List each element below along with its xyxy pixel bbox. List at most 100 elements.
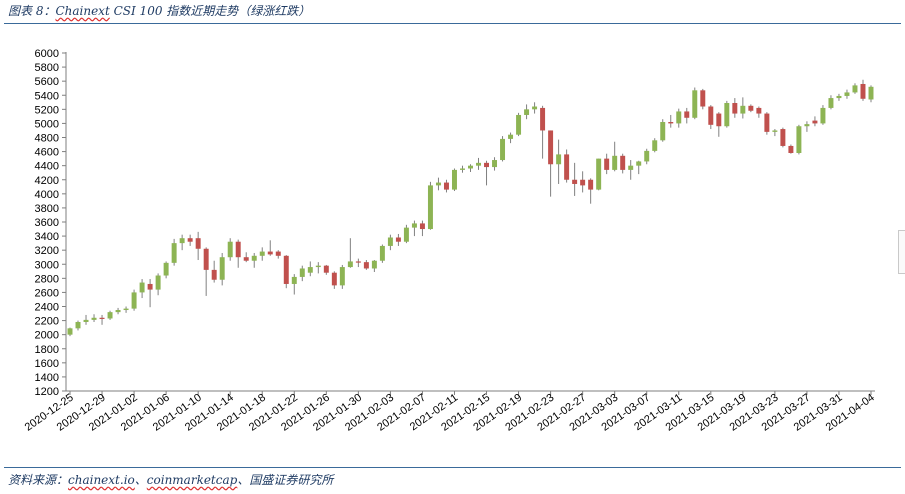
- y-tick-label: 6000: [35, 48, 59, 60]
- candle-body-up: [692, 90, 698, 118]
- y-tick-label: 3400: [35, 231, 59, 243]
- candle-body-up: [427, 185, 433, 230]
- candle-body-down: [203, 248, 209, 270]
- candlestick-chart: 1200 1400 1600 1800 2000 2200 2400 2600 2800 3000…: [23, 48, 877, 434]
- candle-body-up: [804, 124, 810, 127]
- candle-body-up: [508, 134, 514, 139]
- candle-body-up: [139, 282, 145, 293]
- candle-body-down: [195, 238, 201, 249]
- candle-body-up: [596, 158, 602, 190]
- candle-body-up: [460, 168, 465, 170]
- y-tick-label: 2000: [35, 330, 59, 342]
- candle-body-up: [451, 169, 457, 190]
- candle-body-down: [588, 179, 594, 190]
- candle-body-up: [636, 161, 642, 166]
- candle-body-up: [123, 308, 129, 311]
- candle-body-up: [227, 241, 233, 258]
- candle-body-up: [532, 106, 538, 110]
- candle-body-up: [83, 319, 89, 322]
- y-tick-label: 3600: [35, 217, 59, 229]
- candle-body-up: [492, 160, 498, 168]
- candle-body-down: [548, 130, 554, 165]
- candle-body-up: [828, 98, 834, 108]
- caption-title: CSI 100 指数近期走势（绿涨红跌）: [109, 4, 311, 18]
- y-tick-label: 3000: [35, 259, 59, 271]
- candle-body-up: [403, 227, 409, 242]
- candle-body-down: [484, 162, 490, 168]
- y-tick-label: 4200: [35, 175, 59, 187]
- candle-body-down: [756, 107, 762, 114]
- candle-body-down: [788, 145, 794, 153]
- source-prefix: 资料来源：: [8, 473, 69, 487]
- y-tick-label: 5400: [35, 90, 59, 102]
- bottom-rule: [4, 467, 901, 468]
- candle-body-up: [307, 267, 313, 273]
- candle-body-up: [724, 102, 730, 127]
- y-tick-label: 1400: [35, 372, 59, 384]
- candle-body-down: [716, 113, 722, 127]
- candle-body-up: [435, 182, 441, 186]
- candle-body-down: [540, 107, 546, 131]
- candle-body-down: [235, 241, 241, 258]
- y-tick-label: 4000: [35, 189, 59, 201]
- y-tick-label: 1600: [35, 358, 59, 370]
- source-sep: 、: [134, 473, 147, 487]
- y-tick-label: 2600: [35, 287, 59, 299]
- candle-body-down: [283, 255, 289, 284]
- top-rule: [4, 23, 901, 24]
- caption-brand: Chainext: [55, 4, 110, 18]
- candle-body-up: [347, 261, 353, 268]
- y-tick-label: 4400: [35, 161, 59, 173]
- source-brand-chainext: chainext.io: [68, 473, 135, 487]
- candle-body-up: [500, 138, 506, 161]
- candle-body-down: [572, 179, 578, 184]
- candle-body-up: [75, 321, 81, 329]
- candle-body-up: [67, 328, 73, 335]
- candle-body-down: [564, 154, 570, 180]
- candle-body-down: [764, 113, 770, 132]
- candle-body-down: [363, 262, 369, 269]
- candle-body-down: [860, 83, 866, 99]
- candle-body-down: [99, 317, 105, 319]
- candle-body-up: [219, 257, 225, 280]
- candle-body-down: [323, 265, 329, 273]
- candle-body-down: [147, 283, 153, 290]
- candle-body-down: [187, 238, 193, 242]
- candle-body-up: [772, 130, 778, 132]
- candle-body-up: [612, 155, 618, 170]
- y-tick-label: 3800: [35, 203, 59, 215]
- candle-body-down: [580, 179, 586, 186]
- y-tick-label: 5800: [35, 62, 59, 74]
- candle-body-up: [339, 267, 345, 286]
- candle-body-up: [476, 162, 481, 166]
- y-tick-label: 2800: [35, 273, 59, 285]
- candle-body-up: [676, 111, 682, 124]
- candle-body-down: [243, 257, 249, 261]
- y-tick-label: 1200: [35, 386, 59, 398]
- candle-body-up: [468, 165, 473, 169]
- candle-body-up: [251, 255, 257, 261]
- side-scroll-tab[interactable]: [898, 230, 905, 274]
- candle-body-up: [628, 165, 634, 170]
- y-tick-label: 1800: [35, 344, 59, 356]
- figure-caption: 图表 8：Chainext CSI 100 指数近期走势（绿涨红跌）: [8, 2, 310, 19]
- candle-body-up: [155, 275, 161, 290]
- candle-body-up: [556, 154, 562, 165]
- candle-body-down: [780, 129, 786, 146]
- candle-body-down: [355, 261, 361, 263]
- candle-body-down: [331, 272, 337, 286]
- candle-body-up: [652, 140, 658, 151]
- candle-body-up: [291, 276, 297, 284]
- candle-body-down: [732, 102, 738, 114]
- y-tick-label: 4600: [35, 147, 59, 159]
- candle-body-up: [387, 237, 393, 246]
- candle-body-up: [820, 107, 826, 124]
- y-tick-label: 5000: [35, 118, 59, 130]
- candle-body-down: [668, 122, 674, 124]
- candle-body-down: [443, 182, 449, 190]
- candle-body-up: [868, 86, 874, 100]
- y-tick-label: 4800: [35, 133, 59, 145]
- candle-body-up: [516, 114, 522, 135]
- candle-body-up: [91, 317, 97, 320]
- candle-body-up: [836, 95, 842, 99]
